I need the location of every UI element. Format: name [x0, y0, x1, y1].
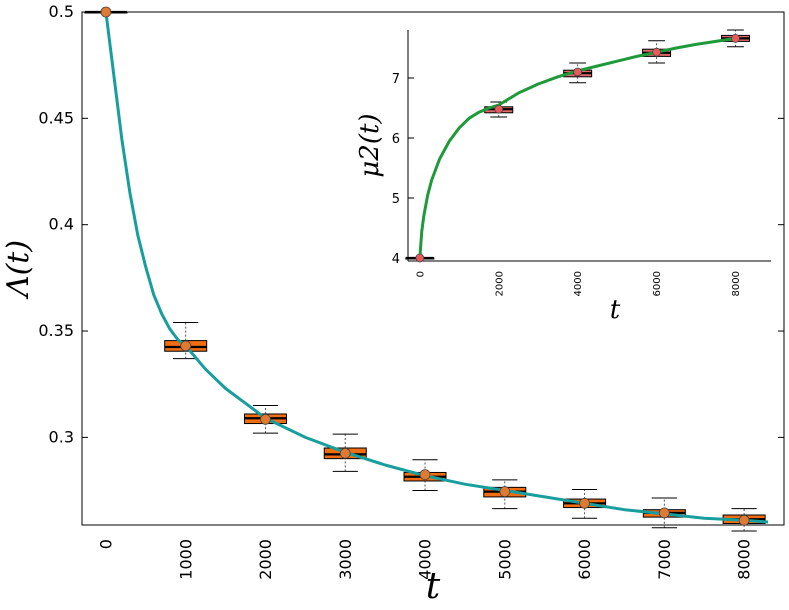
main-mean-point: [180, 340, 192, 352]
inset-x-tick-label: 2000: [494, 271, 505, 296]
main-x-tick-label: 5000: [495, 539, 514, 580]
main-y-tick-label: 0.35: [38, 321, 74, 340]
main-mean-point: [658, 507, 670, 519]
inset-x-axis-label: t: [610, 295, 621, 325]
main-x-tick-label: 3000: [336, 539, 355, 580]
inset-y-tick-label: 4: [392, 252, 400, 267]
main-y-tick-label: 0.5: [49, 2, 74, 21]
main-x-tick-label: 7000: [655, 539, 674, 580]
main-mean-point: [260, 413, 271, 425]
main-x-axis-label: t: [426, 566, 441, 607]
main-y-axis-label: Λ(t): [1, 240, 36, 300]
inset-mean-point: [731, 34, 740, 43]
inset-plot: 4 5 6 7 0 2000 4000 6000 8000 t μ2(t): [355, 29, 771, 325]
main-x-tick-label: 2000: [256, 539, 275, 580]
main-mean-point: [499, 486, 511, 498]
main-x-tick-label: 4000: [416, 539, 435, 580]
main-mean-point: [579, 497, 590, 509]
main-y-tick-label: 0.3: [49, 427, 74, 446]
inset-mean-point: [573, 67, 583, 77]
inset-x-tick-label: 4000: [573, 271, 584, 296]
inset-x-tick-label: 0: [415, 271, 426, 277]
main-y-tick-label: 0.45: [38, 108, 74, 127]
main-mean-point: [100, 6, 112, 18]
main-frame: [81, 11, 785, 526]
main-theory-curve: [104, 11, 769, 524]
inset-mean-point: [415, 253, 425, 263]
inset-x-tick-label: 6000: [652, 271, 663, 296]
main-x-tick-label: 6000: [575, 539, 594, 580]
inset-background: [408, 30, 771, 261]
main-x-tick-label: 8000: [735, 539, 754, 580]
inset-x-tick-label: 8000: [731, 271, 742, 296]
inset-y-tick-label: 5: [392, 192, 400, 207]
main-x-tick-label: 0: [97, 539, 116, 549]
main-mean-point: [738, 514, 750, 526]
main-y-tick-label: 0.4: [49, 215, 74, 234]
inset-mean-point: [652, 47, 661, 57]
inset-y-tick-label: 7: [392, 72, 400, 87]
inset-mean-point: [494, 104, 504, 114]
main-mean-point: [419, 469, 431, 480]
inset-y-tick-label: 6: [392, 132, 400, 147]
inset-y-axis-label: μ2(t): [355, 113, 385, 177]
main-mean-point: [339, 447, 351, 459]
main-x-tick-label: 1000: [176, 539, 195, 580]
